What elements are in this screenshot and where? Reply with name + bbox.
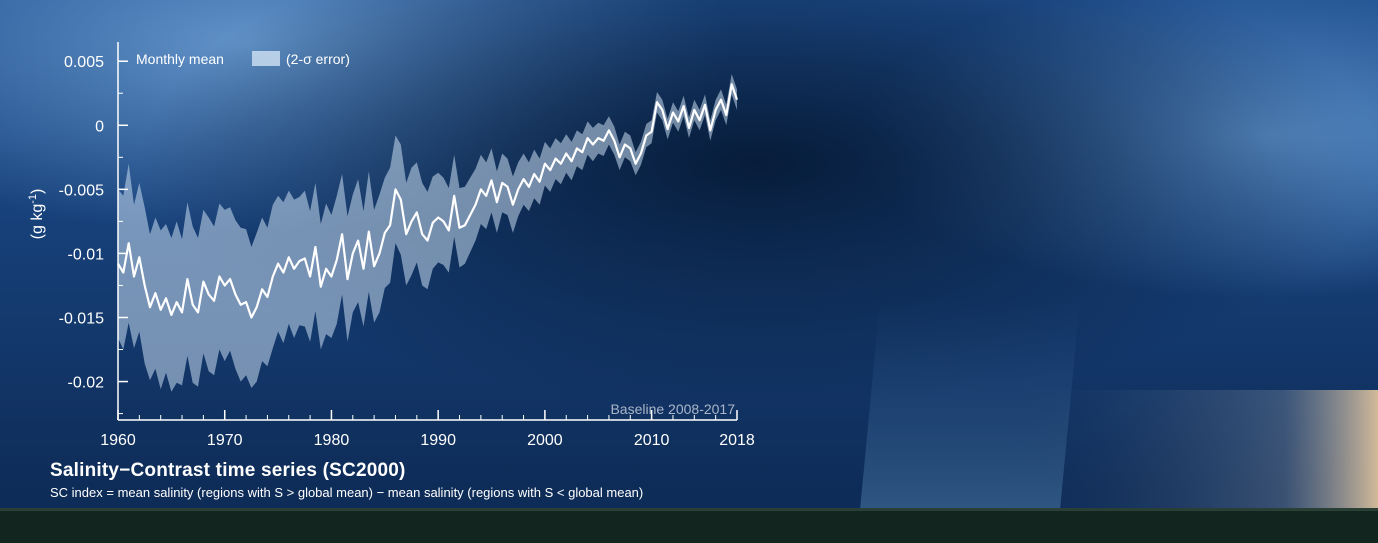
baseline-annotation: Baseline 2008-2017 xyxy=(610,401,735,417)
error-band-layer xyxy=(118,74,737,392)
legend-band-label: (2-σ error) xyxy=(286,51,350,67)
x-tick-label: 2018 xyxy=(719,432,755,449)
y-axis-label-close: ) xyxy=(29,189,46,194)
monthly-mean-line xyxy=(117,83,739,319)
x-tick-labels: 1960 1970 1980 1990 2000 2010 2018 xyxy=(100,432,755,449)
y-tick-label: -0.02 xyxy=(68,375,105,392)
x-tick-label: 2010 xyxy=(634,432,670,449)
y-tick-labels: 0.005 0 -0.005 -0.01 -0.015 -0.02 xyxy=(59,54,104,391)
y-tick-label: -0.005 xyxy=(59,182,104,199)
monthly-mean-layer xyxy=(117,83,739,319)
legend-band-swatch xyxy=(252,51,280,66)
y-tick-label: 0 xyxy=(95,118,104,135)
error-band xyxy=(118,74,737,392)
y-axis-label-sup: -1 xyxy=(27,194,39,204)
x-tick-label: 1960 xyxy=(100,432,136,449)
x-tick-label: 1970 xyxy=(207,432,243,449)
x-tick-label: 2000 xyxy=(527,432,563,449)
x-tick-label: 1990 xyxy=(420,432,456,449)
chart-subtitle: SC index = mean salinity (regions with S… xyxy=(50,485,644,500)
legend-mean-label: Monthly mean xyxy=(136,51,224,67)
x-tick-label: 1980 xyxy=(314,432,350,449)
y-axis-label-text: (g kg xyxy=(29,204,46,240)
chart-title: Salinity−Contrast time series (SC2000) xyxy=(50,460,406,481)
y-tick-label: 0.005 xyxy=(64,54,104,71)
legend: Monthly mean (2-σ error) xyxy=(136,51,350,67)
y-tick-label: -0.01 xyxy=(68,246,105,263)
y-tick-label: -0.015 xyxy=(59,310,104,327)
chart-title-block: Salinity−Contrast time series (SC2000) S… xyxy=(50,460,643,500)
axes-layer xyxy=(117,42,738,421)
y-axis-label: (g kg-1) xyxy=(27,189,46,240)
